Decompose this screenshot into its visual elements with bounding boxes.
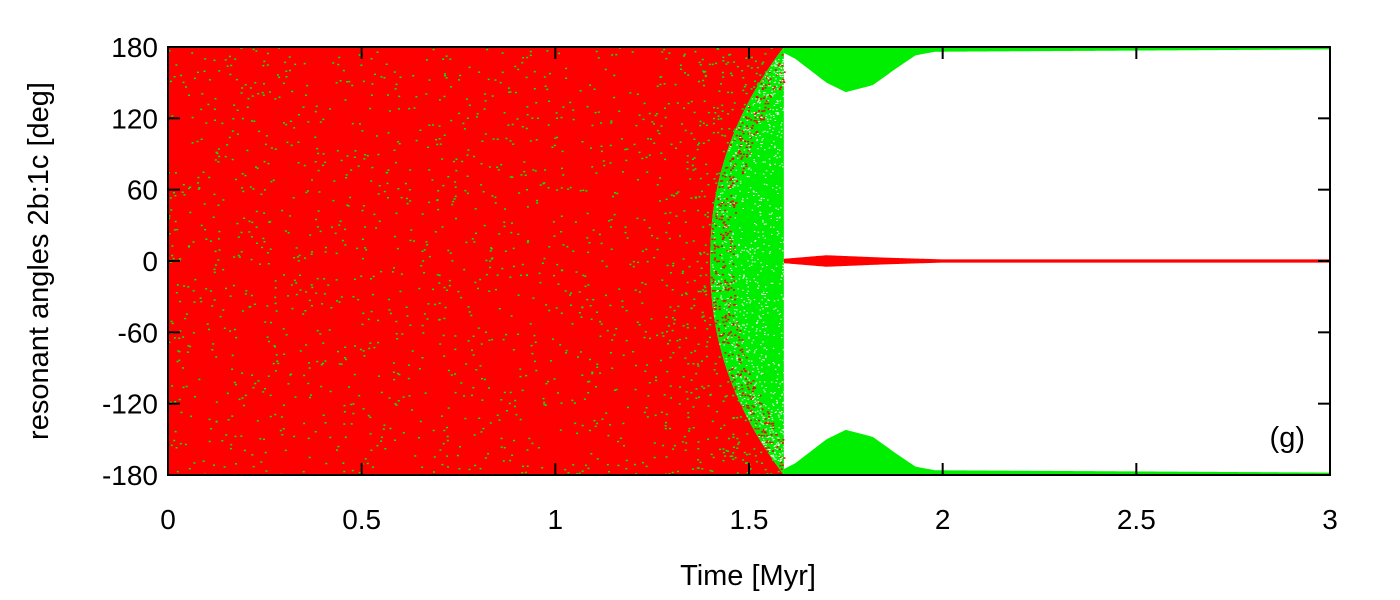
y-tick-label: -120 [102,389,158,420]
y-tick-label: 120 [111,103,158,134]
series-green-libration-bottom [783,429,1330,475]
x-tick-label: 1 [548,504,564,535]
series-green-circulation [710,47,784,475]
y-tick-label: -180 [102,460,158,491]
series-red-libration [783,255,1330,267]
y-axis-label: resonant angles 2b:1c [deg] [23,82,55,440]
x-tick-label: 3 [1322,504,1338,535]
series-green-sparse [711,59,786,462]
y-tick-label: -60 [118,317,158,348]
series-red-circulation [168,47,784,475]
y-tick-label: 0 [142,246,158,277]
x-axis-label: Time [Myr] [680,560,816,592]
x-tick-label: 0 [160,504,176,535]
series-green-scatter [168,47,780,475]
x-tick-label: 1.5 [730,504,769,535]
panel-annotation: (g) [1270,422,1305,454]
x-tick-label: 2.5 [1117,504,1156,535]
x-tick-label: 0.5 [342,504,381,535]
series-green-libration-top [783,47,1330,93]
ticks: 0 0.5 1 1.5 2 2.5 3 -180 -120 -60 0 60 120 180 [102,32,1338,535]
y-tick-label: 60 [127,175,158,206]
y-tick-label: 180 [111,32,158,63]
x-tick-label: 2 [935,504,951,535]
plot-area [168,47,1330,475]
